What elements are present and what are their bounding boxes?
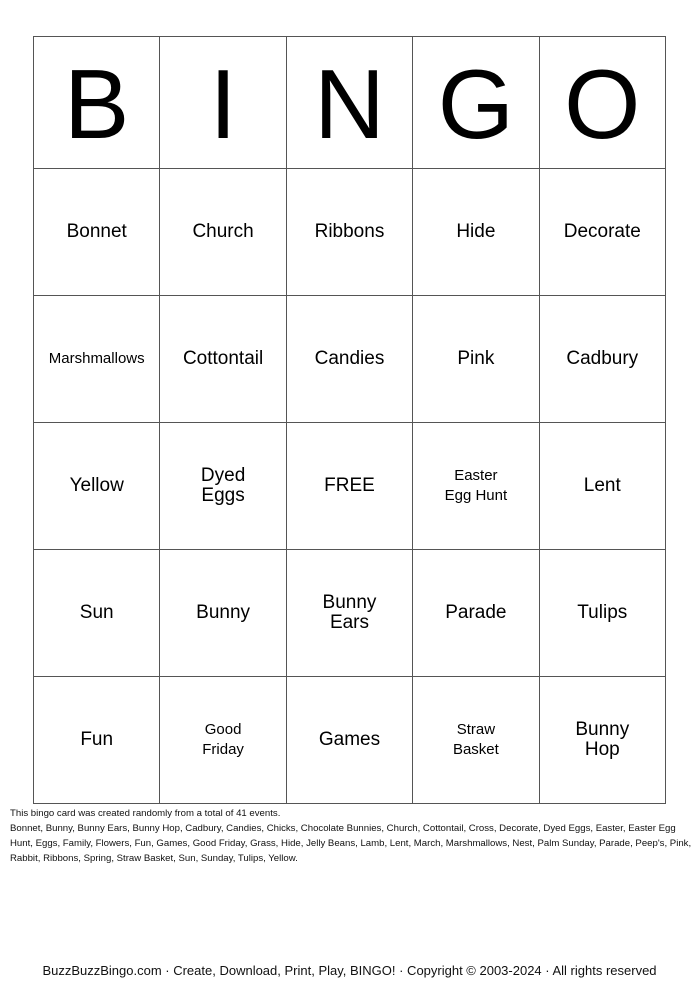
cell-text: Candies bbox=[314, 348, 385, 369]
card-note: This bingo card was created randomly fro… bbox=[10, 806, 695, 866]
bingo-row: Bonnet Church Ribbons Hide Decorate bbox=[32, 168, 667, 296]
bingo-row: Yellow Dyed Eggs FREE Easter Egg Hunt Lent bbox=[32, 422, 667, 550]
bingo-cell: Good Friday bbox=[159, 676, 287, 804]
cell-text: Cottontail bbox=[182, 348, 264, 369]
header-letter-o: O bbox=[538, 36, 667, 169]
bingo-cell: Hide bbox=[412, 168, 540, 296]
note-events-list: Bonnet, Bunny, Bunny Ears, Bunny Hop, Ca… bbox=[10, 823, 692, 864]
bingo-cell: Fun bbox=[32, 676, 161, 804]
header-letter-b: B bbox=[32, 36, 161, 169]
bingo-cell: Marshmallows bbox=[32, 295, 161, 423]
cell-text: Straw bbox=[456, 721, 496, 738]
cell-text: Easter bbox=[454, 467, 498, 484]
cell-text: Yellow bbox=[69, 475, 124, 496]
cell-text: Fun bbox=[80, 729, 114, 750]
cell-text: Ears bbox=[329, 612, 370, 633]
cell-text: Sun bbox=[79, 602, 114, 623]
cell-text: Hide bbox=[456, 221, 496, 242]
cell-text: Lent bbox=[583, 475, 621, 496]
bingo-cell: Cadbury bbox=[538, 295, 667, 423]
bingo-cell: Candies bbox=[285, 295, 414, 423]
cell-text: FREE bbox=[324, 475, 375, 496]
cell-text: Ribbons bbox=[314, 221, 385, 242]
header-letter-n: N bbox=[285, 36, 414, 169]
bingo-cell: Tulips bbox=[538, 549, 667, 677]
cell-text: Tulips bbox=[577, 602, 628, 623]
cell-text: Cadbury bbox=[566, 348, 639, 369]
bingo-cell: Yellow bbox=[32, 422, 161, 550]
note-intro: This bingo card was created randomly fro… bbox=[10, 808, 281, 819]
bingo-cell: Dyed Eggs bbox=[159, 422, 287, 550]
bingo-cell: Cottontail bbox=[159, 295, 287, 423]
bingo-cell: Lent bbox=[538, 422, 667, 550]
cell-text: Bunny bbox=[322, 592, 377, 613]
cell-text: Parade bbox=[445, 602, 507, 623]
cell-text: Bunny bbox=[196, 602, 251, 623]
footer: BuzzBuzzBingo.com · Create, Download, Pr… bbox=[42, 963, 657, 978]
cell-text: Good bbox=[204, 721, 242, 738]
header-letter-g: G bbox=[412, 36, 540, 169]
cell-text: Dyed bbox=[200, 465, 246, 486]
bingo-cell: Sun bbox=[32, 549, 161, 677]
cell-text: Church bbox=[192, 221, 254, 242]
bingo-row: Sun Bunny Bunny Ears Parade Tulips bbox=[32, 549, 667, 677]
bingo-cell: Bunny Ears bbox=[285, 549, 414, 677]
bingo-cell: Pink bbox=[412, 295, 540, 423]
bingo-cell: FREE bbox=[285, 422, 414, 550]
bingo-cell: Ribbons bbox=[285, 168, 414, 296]
bingo-row: Marshmallows Cottontail Candies Pink Cadbury bbox=[32, 295, 667, 423]
bingo-row: Fun Good Friday Games Straw Basket Bunny Hop bbox=[32, 676, 667, 804]
bingo-cell: Bunny Hop bbox=[538, 676, 667, 804]
cell-text: Pink bbox=[457, 348, 495, 369]
bingo-cell: Bonnet bbox=[32, 168, 161, 296]
cell-text: Friday bbox=[202, 741, 244, 758]
bingo-cell: Bunny bbox=[159, 549, 287, 677]
cell-text: Hop bbox=[584, 739, 620, 760]
bingo-cell: Church bbox=[159, 168, 287, 296]
cell-text: Games bbox=[318, 729, 381, 750]
cell-text: Basket bbox=[452, 741, 499, 758]
bingo-cell: Games bbox=[285, 676, 414, 804]
cell-text: Marshmallows bbox=[48, 350, 145, 367]
bingo-cell: Easter Egg Hunt bbox=[412, 422, 540, 550]
bingo-cell: Decorate bbox=[538, 168, 667, 296]
bingo-cell: Straw Basket bbox=[412, 676, 540, 804]
cell-text: Bunny bbox=[575, 719, 630, 740]
header-letter-i: I bbox=[159, 36, 287, 169]
cell-text: Eggs bbox=[201, 485, 245, 506]
cell-text: Decorate bbox=[563, 221, 641, 242]
cell-text: Bonnet bbox=[66, 221, 127, 242]
cell-text: Egg Hunt bbox=[444, 487, 508, 504]
bingo-cell: Parade bbox=[412, 549, 540, 677]
